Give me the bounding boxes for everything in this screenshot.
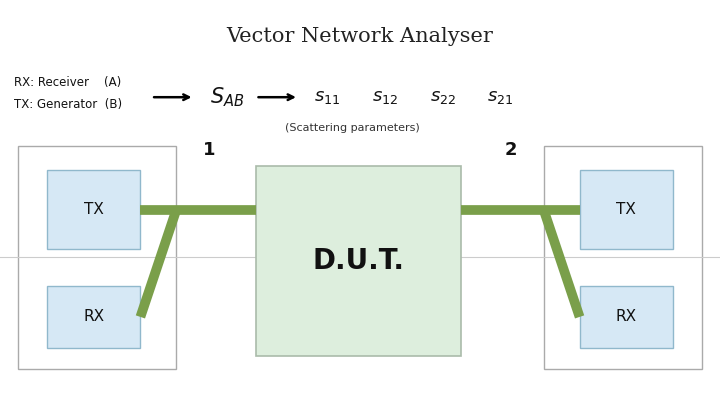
FancyBboxPatch shape bbox=[18, 146, 176, 369]
Text: TX: TX bbox=[616, 202, 636, 217]
Text: 1: 1 bbox=[202, 141, 215, 159]
Text: 2: 2 bbox=[505, 141, 518, 159]
Text: Vector Network Analyser: Vector Network Analyser bbox=[227, 27, 493, 46]
FancyBboxPatch shape bbox=[47, 170, 140, 249]
Text: $\mathit{S}_{AB}$: $\mathit{S}_{AB}$ bbox=[210, 85, 244, 109]
FancyBboxPatch shape bbox=[256, 166, 461, 356]
Text: TX: TX bbox=[84, 202, 104, 217]
FancyBboxPatch shape bbox=[580, 170, 673, 249]
Text: $\mathit{s}_{11}$: $\mathit{s}_{11}$ bbox=[315, 88, 341, 106]
Text: $\mathit{s}_{22}$: $\mathit{s}_{22}$ bbox=[430, 88, 456, 106]
FancyBboxPatch shape bbox=[47, 286, 140, 348]
Text: $\mathit{s}_{12}$: $\mathit{s}_{12}$ bbox=[372, 88, 398, 106]
Text: (Scattering parameters): (Scattering parameters) bbox=[285, 123, 420, 132]
Text: $\mathit{s}_{21}$: $\mathit{s}_{21}$ bbox=[487, 88, 513, 106]
Text: D.U.T.: D.U.T. bbox=[312, 247, 404, 275]
FancyBboxPatch shape bbox=[580, 286, 673, 348]
FancyBboxPatch shape bbox=[544, 146, 702, 369]
Text: RX: RX bbox=[83, 309, 104, 324]
Text: RX: Receiver    (A)
TX: Generator  (B): RX: Receiver (A) TX: Generator (B) bbox=[14, 76, 122, 111]
Text: RX: RX bbox=[616, 309, 637, 324]
